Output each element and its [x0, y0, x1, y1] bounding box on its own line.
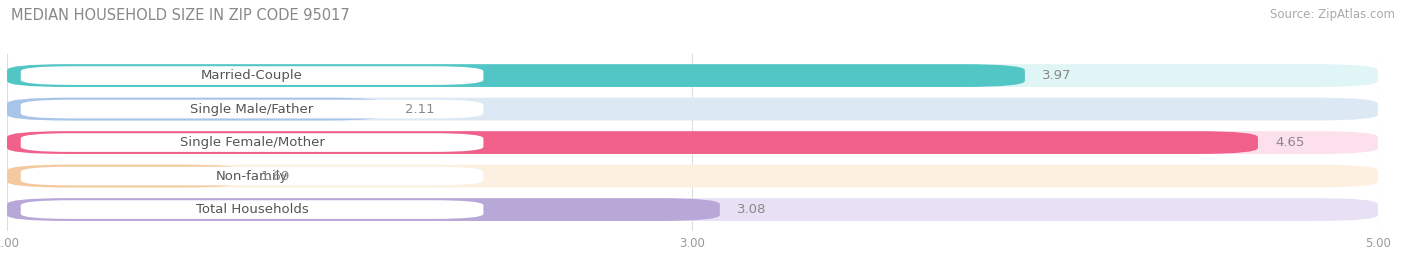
FancyBboxPatch shape — [21, 100, 484, 118]
FancyBboxPatch shape — [7, 165, 1378, 187]
FancyBboxPatch shape — [21, 167, 484, 185]
Text: 1.69: 1.69 — [260, 169, 290, 183]
FancyBboxPatch shape — [7, 198, 1378, 221]
Text: 2.11: 2.11 — [405, 102, 434, 116]
Text: 3.08: 3.08 — [737, 203, 766, 216]
FancyBboxPatch shape — [7, 64, 1025, 87]
Text: Single Male/Father: Single Male/Father — [190, 102, 314, 116]
FancyBboxPatch shape — [21, 66, 484, 85]
FancyBboxPatch shape — [7, 64, 1378, 87]
FancyBboxPatch shape — [21, 200, 484, 219]
Text: Single Female/Mother: Single Female/Mother — [180, 136, 325, 149]
FancyBboxPatch shape — [21, 133, 484, 152]
Text: Non-family: Non-family — [217, 169, 288, 183]
FancyBboxPatch shape — [7, 198, 720, 221]
FancyBboxPatch shape — [7, 131, 1378, 154]
FancyBboxPatch shape — [7, 98, 1378, 121]
Text: Married-Couple: Married-Couple — [201, 69, 304, 82]
Text: Source: ZipAtlas.com: Source: ZipAtlas.com — [1270, 8, 1395, 21]
Text: 4.65: 4.65 — [1275, 136, 1305, 149]
FancyBboxPatch shape — [7, 165, 243, 187]
FancyBboxPatch shape — [7, 98, 388, 121]
FancyBboxPatch shape — [7, 131, 1258, 154]
Text: 3.97: 3.97 — [1042, 69, 1071, 82]
Text: Total Households: Total Households — [195, 203, 308, 216]
Text: MEDIAN HOUSEHOLD SIZE IN ZIP CODE 95017: MEDIAN HOUSEHOLD SIZE IN ZIP CODE 95017 — [11, 8, 350, 23]
